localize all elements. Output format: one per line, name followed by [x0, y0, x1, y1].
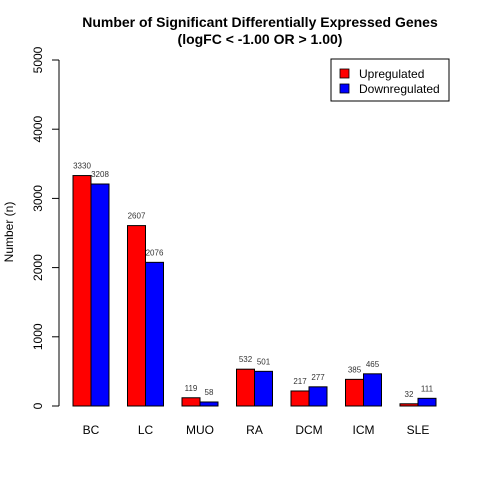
bar-muo-upregulated: [181, 397, 201, 407]
data-label-sle-downregulated: 111: [421, 384, 434, 393]
y-tick-label: 0: [31, 402, 45, 409]
bar-sle-downregulated: [417, 397, 437, 407]
data-label-ra-downregulated: 501: [257, 357, 271, 366]
bar-bc-downregulated: [90, 183, 110, 407]
x-tick-labels: BC LC MUO RA DCM ICM SLE: [83, 423, 430, 437]
y-ticks: 0 1000 2000 3000 4000 5000: [31, 46, 59, 409]
data-label-dcm-upregulated: 217: [293, 377, 307, 386]
x-tick-label-bc: BC: [83, 423, 100, 437]
data-label-lc-upregulated: 2607: [128, 212, 146, 221]
y-tick-label: 1000: [31, 323, 45, 350]
bar-ra-upregulated: [236, 368, 255, 407]
data-label-icm-upregulated: 385: [348, 365, 362, 374]
bar-dcm-upregulated: [290, 390, 310, 407]
bar-ra-downregulated: [254, 370, 273, 407]
x-tick-label-lc: LC: [138, 423, 154, 437]
y-tick-label: 5000: [31, 46, 45, 73]
legend-swatch-upregulated: [339, 68, 350, 79]
x-tick-label-dcm: DCM: [295, 423, 322, 437]
y-tick-label: 4000: [31, 116, 45, 143]
x-tick-label-ra: RA: [246, 423, 263, 437]
bar-bc-upregulated: [72, 175, 92, 407]
data-label-dcm-downregulated: 277: [311, 373, 325, 382]
bar-lc-downregulated: [145, 261, 164, 407]
data-label-icm-downregulated: 465: [366, 360, 380, 369]
chart-subtitle: (logFC < -1.00 OR > 1.00): [178, 31, 343, 47]
legend-label-downregulated: Downregulated: [359, 82, 440, 96]
bar-sle-upregulated: [399, 403, 419, 407]
legend-swatch-downregulated: [339, 83, 350, 94]
x-tick-label-sle: SLE: [407, 423, 430, 437]
legend-box: [330, 58, 450, 102]
data-label-lc-downregulated: 2076: [146, 248, 164, 257]
bar-muo-downregulated: [199, 401, 219, 407]
data-label-muo-upregulated: 119: [185, 384, 198, 393]
data-label-bc-upregulated: 3330: [73, 162, 91, 171]
x-tick-label-icm: ICM: [353, 423, 375, 437]
legend: Upregulated Downregulated: [330, 58, 450, 102]
bar-lc-upregulated: [127, 225, 146, 407]
bars: [72, 175, 437, 407]
x-tick-label-muo: MUO: [186, 423, 214, 437]
bar-dcm-downregulated: [308, 386, 328, 407]
bar-icm-downregulated: [363, 373, 382, 407]
data-label-bc-downregulated: 3208: [91, 170, 109, 179]
chart-title: Number of Significant Differentially Exp…: [82, 14, 438, 30]
y-axis-label: Number (n): [2, 202, 16, 263]
data-label-sle-upregulated: 32: [405, 390, 414, 399]
bar-icm-upregulated: [345, 378, 364, 407]
y-tick-label: 2000: [31, 254, 45, 281]
data-label-ra-upregulated: 532: [239, 355, 253, 364]
y-tick-label: 3000: [31, 185, 45, 212]
legend-label-upregulated: Upregulated: [359, 67, 424, 81]
data-label-muo-downregulated: 58: [205, 388, 214, 397]
